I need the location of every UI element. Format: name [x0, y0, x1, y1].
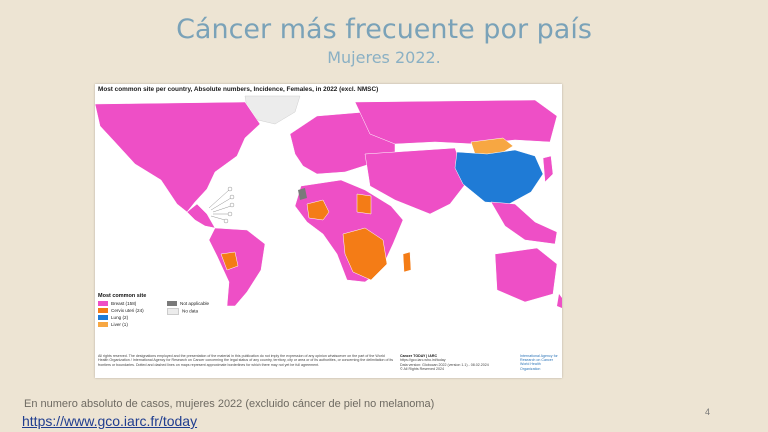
slide-title: Cáncer más frecuente por país	[176, 14, 592, 45]
north-america-region	[95, 101, 261, 213]
source-block: Cancer TODAY | IARC https://gco.iarc.who…	[400, 354, 510, 372]
chad-cervix	[356, 193, 372, 215]
map-panel: Most common site per country, Absolute n…	[95, 84, 562, 378]
legend-label: Liver (1)	[111, 322, 128, 327]
caribbean-callouts	[208, 189, 232, 221]
caribbean-markers	[223, 186, 235, 224]
logo-block: International Agency for Research on Can…	[520, 354, 560, 371]
source-line: Data version: Globocan 2022 (version 1.1…	[400, 362, 489, 367]
legend-label: No data	[182, 308, 199, 314]
legend-title: Most common site	[98, 293, 147, 299]
map-title: Most common site per country, Absolute n…	[98, 86, 379, 93]
legend-item-liver: Liver (1)	[98, 322, 128, 328]
legend-label: Not applicable	[180, 301, 210, 306]
southeast-asia-region	[490, 201, 558, 245]
not-applicable-swatch	[167, 301, 177, 307]
legend-label: Breast (158)	[111, 301, 137, 306]
world-map	[95, 94, 562, 309]
legend-item-not-applicable: Not applicable	[167, 301, 210, 307]
legend-item-lung: Lung (2)	[98, 315, 129, 321]
russia-region	[354, 99, 558, 145]
cervix-swatch	[98, 308, 108, 314]
source-line: © All Rights Reserved 2024	[400, 367, 444, 372]
breast-swatch	[98, 301, 108, 307]
legend-item-breast: Breast (158)	[98, 301, 137, 307]
iarc-logo-text: International Agency for Research on Can…	[520, 354, 558, 363]
central-africa-cervix	[342, 227, 388, 281]
china-region	[454, 149, 544, 205]
legend-label: Lung (2)	[111, 315, 129, 320]
mongolia-region	[470, 137, 514, 157]
south-america-region	[208, 227, 266, 307]
western-sahara-region	[298, 188, 307, 200]
no-data-swatch	[167, 308, 179, 315]
slide-subtitle: Mujeres 2022.	[327, 48, 441, 67]
source-link[interactable]: https://www.gco.iarc.fr/today	[22, 413, 198, 429]
legend-item-no-data: No data	[167, 308, 198, 315]
source-title: Cancer TODAY | IARC	[400, 354, 438, 358]
page-number: 4	[705, 407, 711, 417]
footer-note: En numero absoluto de casos, mujeres 202…	[24, 398, 435, 410]
source-line: https://gco.iarc.who.int/today	[400, 358, 446, 363]
madagascar-cervix	[402, 251, 412, 273]
legend-item-cervix: Cervix uteri (24)	[98, 308, 144, 314]
new-zealand-region	[557, 294, 562, 308]
bolivia-region	[220, 251, 239, 271]
japan-region	[542, 155, 554, 183]
west-africa-cervix	[306, 199, 330, 221]
australia-region	[494, 247, 558, 303]
liver-swatch	[98, 322, 108, 328]
legend-label: Cervix uteri (24)	[111, 308, 144, 313]
lung-swatch	[98, 315, 108, 321]
disclaimer-text: All rights reserved. The designations em…	[98, 354, 394, 367]
who-logo-text: World Health Organization	[520, 362, 541, 371]
